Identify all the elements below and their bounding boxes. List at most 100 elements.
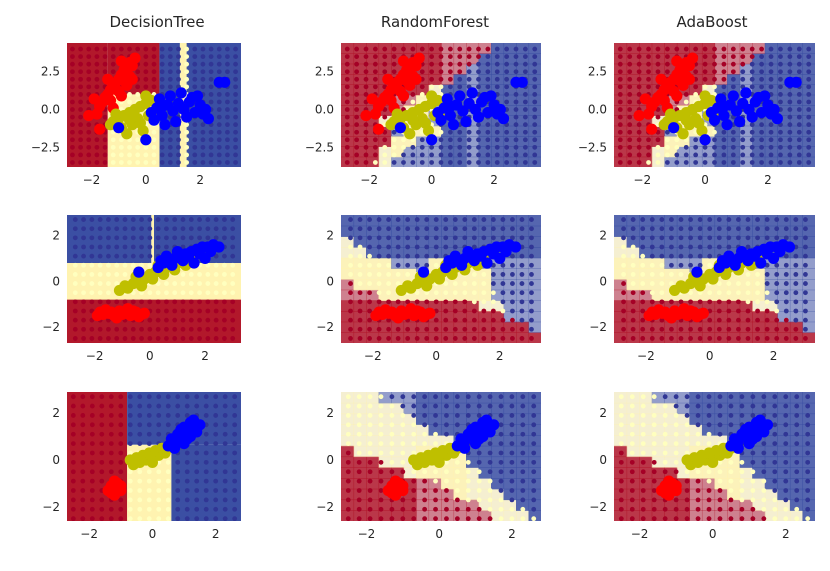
decision-region-cell <box>764 488 778 501</box>
grid-prediction-point <box>759 69 765 75</box>
grid-prediction-point <box>429 160 435 165</box>
grid-prediction-point <box>805 431 811 437</box>
grid-prediction-point <box>721 129 727 135</box>
grid-prediction-point <box>205 290 211 296</box>
grid-prediction-point <box>669 272 674 277</box>
grid-prediction-point <box>617 69 623 75</box>
decision-region-cell <box>739 402 753 415</box>
grid-prediction-point <box>457 46 463 52</box>
decision-region-cell <box>466 236 480 248</box>
grid-prediction-point <box>651 450 657 456</box>
grid-prediction-point <box>222 290 227 296</box>
decision-region-cell <box>676 392 690 404</box>
grid-prediction-point <box>778 69 783 75</box>
grid-prediction-point <box>736 290 741 296</box>
grid-prediction-point <box>159 144 165 150</box>
decision-region-cell <box>777 321 791 333</box>
grid-prediction-point <box>531 506 537 512</box>
grid-prediction-point <box>70 137 75 143</box>
grid-prediction-point <box>504 46 510 52</box>
decision-region-cell <box>516 63 530 75</box>
grid-prediction-point <box>203 478 209 484</box>
decision-region-cell <box>491 321 505 333</box>
grid-prediction-point <box>629 441 635 446</box>
grid-prediction-point <box>151 61 157 67</box>
grid-prediction-point <box>389 431 395 437</box>
decision-region-cell <box>714 478 728 490</box>
grid-prediction-point <box>78 107 83 112</box>
decision-region-cell <box>416 402 430 415</box>
grid-prediction-point <box>783 431 789 437</box>
training-point-class-2 <box>739 423 752 436</box>
grid-prediction-point <box>646 144 651 150</box>
grid-prediction-point <box>806 107 812 112</box>
grid-prediction-point <box>122 235 128 241</box>
grid-prediction-point <box>156 506 162 512</box>
grid-prediction-point <box>414 299 420 305</box>
grid-prediction-point <box>363 160 369 165</box>
grid-prediction-point <box>504 144 510 150</box>
grid-prediction-point <box>761 488 767 493</box>
decision-region-cell <box>503 257 517 269</box>
grid-prediction-point <box>707 290 713 296</box>
decision-region-cell <box>441 289 455 301</box>
grid-prediction-point <box>749 76 755 82</box>
grid-prediction-point <box>532 160 538 165</box>
grid-prediction-point <box>94 61 100 67</box>
y-tick-label: 2 <box>52 406 60 420</box>
grid-prediction-point <box>803 290 808 296</box>
grid-prediction-point <box>165 497 171 503</box>
grid-prediction-point <box>222 506 228 512</box>
decision-region-cell <box>528 321 541 333</box>
grid-prediction-point <box>216 137 222 143</box>
grid-prediction-point <box>629 488 635 493</box>
grid-prediction-point <box>772 403 778 409</box>
grid-prediction-point <box>151 76 157 82</box>
grid-prediction-point <box>422 478 428 484</box>
decision-region-cell <box>491 499 505 511</box>
grid-prediction-point <box>716 336 722 341</box>
decision-region-cell <box>714 156 728 167</box>
grid-prediction-point <box>233 61 238 67</box>
decision-region-cell <box>626 146 640 158</box>
grid-prediction-point <box>80 497 86 503</box>
grid-prediction-point <box>659 244 665 250</box>
decision-region-cell <box>614 257 628 269</box>
grid-prediction-point <box>793 253 799 259</box>
decision-region-cell <box>441 43 455 54</box>
grid-prediction-point <box>372 54 378 60</box>
grid-prediction-point <box>376 281 382 286</box>
decision-region-cell <box>403 225 417 237</box>
grid-prediction-point <box>395 281 401 286</box>
decision-region-cell <box>752 300 766 312</box>
grid-prediction-point <box>81 244 86 250</box>
grid-prediction-point <box>659 317 665 323</box>
grid-prediction-point <box>216 69 222 75</box>
grid-prediction-point <box>222 431 228 437</box>
decision-region-cell <box>626 510 640 521</box>
decision-region-cell <box>614 63 628 75</box>
grid-prediction-point <box>750 413 756 418</box>
grid-prediction-point <box>529 281 534 286</box>
decision-region-cell <box>739 392 753 404</box>
grid-prediction-point <box>433 516 438 521</box>
grid-prediction-point <box>400 394 406 400</box>
grid-prediction-point <box>147 336 153 341</box>
grid-prediction-point <box>674 46 680 52</box>
decision-region-cell <box>466 300 480 312</box>
grid-prediction-point <box>176 76 181 82</box>
decision-region-cell <box>689 84 703 96</box>
grid-prediction-point <box>717 459 723 465</box>
training-point-class-2 <box>444 109 456 122</box>
grid-prediction-point <box>208 69 214 75</box>
decision-region-cell <box>777 105 791 116</box>
grid-prediction-point <box>465 403 471 409</box>
grid-prediction-point <box>147 253 153 259</box>
grid-prediction-point <box>688 253 693 259</box>
grid-prediction-point <box>787 129 793 135</box>
decision-region-cell <box>453 279 467 291</box>
decision-region-cell <box>441 300 455 312</box>
grid-prediction-point <box>740 144 746 150</box>
decision-region-cell <box>639 268 653 280</box>
grid-prediction-point <box>175 403 181 409</box>
